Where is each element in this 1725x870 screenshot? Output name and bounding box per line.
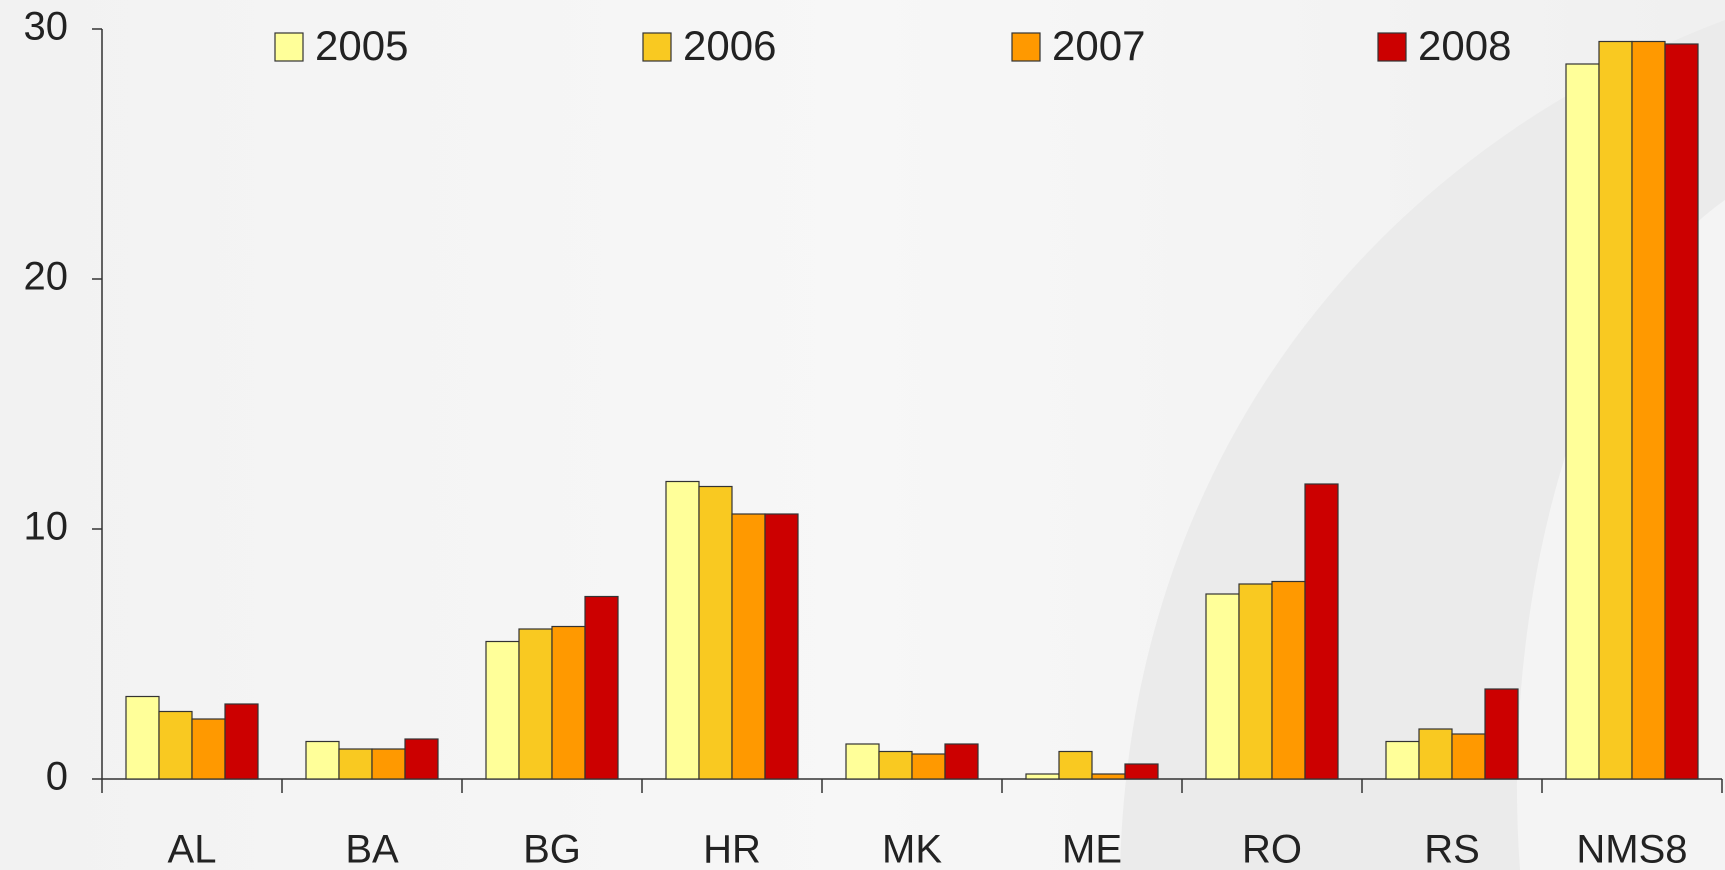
bar [764, 513, 799, 780]
x-tick-label: AL [168, 828, 217, 870]
y-tick-label: 20 [24, 255, 69, 299]
y-tick-label: 10 [24, 505, 69, 549]
bar [1025, 773, 1060, 780]
bar [1451, 733, 1486, 780]
bar [1598, 40, 1633, 780]
x-tick-label: MK [882, 828, 942, 870]
legend-label: 2005 [315, 22, 408, 69]
legend-swatch [642, 32, 672, 62]
y-tick-label: 0 [46, 755, 68, 799]
bar [1631, 40, 1666, 780]
legend-label: 2007 [1052, 22, 1145, 69]
bar [1385, 740, 1420, 780]
bar [338, 748, 373, 780]
x-tick-label: NMS8 [1576, 828, 1687, 870]
legend-swatch [1011, 32, 1041, 62]
bar [731, 513, 766, 780]
x-tick-label: HR [703, 828, 761, 870]
bar [584, 595, 619, 780]
bar [125, 695, 160, 780]
bar [1271, 580, 1306, 780]
bar [518, 628, 553, 780]
legend-label: 2006 [683, 22, 776, 69]
bar [845, 743, 880, 780]
x-tick-label: BA [345, 828, 399, 870]
bar [485, 640, 520, 780]
bar [305, 740, 340, 780]
bar [665, 480, 700, 780]
bar [371, 748, 406, 780]
bar [224, 703, 259, 780]
bar [1091, 773, 1126, 780]
legend-swatch [1377, 32, 1407, 62]
bar [1664, 43, 1699, 780]
bar [911, 753, 946, 780]
x-tick-label: RO [1242, 828, 1302, 870]
bar [1058, 750, 1093, 780]
bar [1304, 483, 1339, 780]
x-tick-label: BG [523, 828, 581, 870]
bar [698, 485, 733, 780]
bar [1205, 593, 1240, 780]
bar [158, 710, 193, 780]
bar [1238, 583, 1273, 780]
bar [191, 718, 226, 780]
y-tick-label: 30 [24, 5, 69, 49]
bar [1565, 63, 1600, 780]
bar [1418, 728, 1453, 780]
x-tick-label: ME [1062, 828, 1122, 870]
bar [944, 743, 979, 780]
bar [1484, 688, 1519, 780]
bar [404, 738, 439, 780]
legend-swatch [274, 32, 304, 62]
bar [551, 625, 586, 780]
bar [1124, 763, 1159, 780]
x-tick-label: RS [1424, 828, 1480, 870]
bar [878, 750, 913, 780]
legend-label: 2008 [1418, 22, 1511, 69]
